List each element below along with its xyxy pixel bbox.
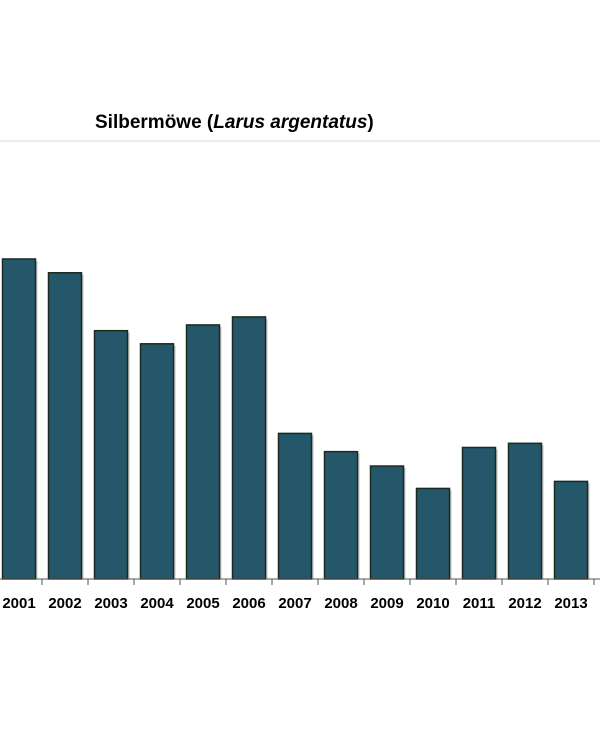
- x-tick-label-2012: 2012: [508, 595, 541, 612]
- x-tick-label-2002: 2002: [48, 595, 81, 612]
- x-tick-label-2009: 2009: [370, 595, 403, 612]
- bar-2009: [369, 465, 405, 580]
- bar-2013: [553, 480, 589, 580]
- x-tick-label-2004: 2004: [140, 595, 174, 612]
- bar-2003: [93, 329, 129, 580]
- chart-title: Silbermöwe (Larus argentatus): [95, 112, 374, 134]
- bars-group: [1, 258, 590, 580]
- x-tick-label-2010: 2010: [416, 595, 449, 612]
- x-axis-tick-labels: 2001 2002 2003 2004 2005 2006 2007 2008 2009 2010…: [2, 595, 587, 612]
- bar-2011: [461, 446, 497, 580]
- x-tick-label-2006: 2006: [232, 595, 265, 612]
- bar-2002: [47, 272, 83, 580]
- title-close-paren: ): [367, 112, 374, 133]
- bar-2007: [277, 432, 313, 580]
- bar-2012: [507, 442, 543, 580]
- bar-2004: [139, 343, 175, 580]
- title-open-paren: (: [201, 112, 214, 133]
- bar-2006: [231, 316, 267, 580]
- x-tick-label-2013: 2013: [554, 595, 587, 612]
- title-scientific-name: Larus argentatus: [213, 112, 368, 133]
- x-tick-label-2007: 2007: [278, 595, 311, 612]
- x-tick-label-2008: 2008: [324, 595, 357, 612]
- x-tick-label-2011: 2011: [463, 595, 496, 612]
- bar-2001: [1, 258, 37, 580]
- x-tick-label-2001: 2001: [2, 595, 35, 612]
- bar-2008: [323, 450, 359, 580]
- title-common-name: Silbermöwe: [95, 112, 202, 133]
- x-axis-ticks: [41, 579, 595, 585]
- x-tick-label-2005: 2005: [186, 595, 219, 612]
- x-tick-label-2003: 2003: [94, 595, 127, 612]
- bar-2010: [415, 487, 451, 580]
- bar-2005: [185, 324, 221, 580]
